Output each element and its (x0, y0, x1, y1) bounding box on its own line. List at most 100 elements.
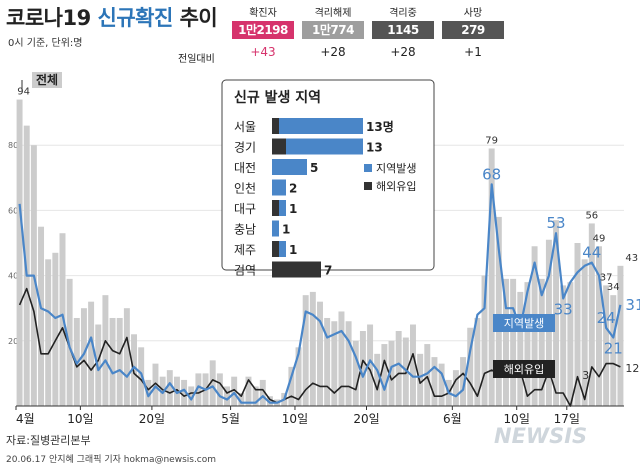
total-bar (52, 252, 59, 406)
inset-category-label: 충남 (234, 223, 256, 237)
total-series-label: 전체 (36, 72, 58, 87)
total-bar (338, 311, 345, 406)
overseas-series-label: 해외유입 (504, 362, 544, 376)
stat-0: 확진자 1만2198 +43 (232, 6, 294, 61)
stat-label: 격리해제 (314, 8, 352, 19)
inset-category-label: 경기 (234, 141, 256, 155)
inset-category-label: 서울 (234, 120, 256, 134)
total-bar (595, 246, 602, 406)
total-bar (195, 373, 202, 406)
total-bar (410, 324, 416, 406)
value-label: 3 (582, 369, 589, 382)
total-bar (224, 386, 230, 406)
total-bar (109, 317, 116, 406)
total-bar (581, 259, 588, 406)
total-bar (116, 317, 123, 406)
total-bar (38, 226, 45, 406)
value-label: 33 (554, 300, 573, 318)
total-bar (252, 386, 259, 406)
stat-label: 사망 (463, 8, 483, 19)
stat-delta: +28 (320, 45, 346, 59)
stat-3: 사망 279 +1 (442, 6, 504, 61)
total-bar (288, 366, 295, 406)
total-label-box (32, 72, 62, 88)
total-bar (309, 291, 316, 406)
inset-value-label: 1 (282, 223, 290, 237)
inset-value-label: 13 (366, 141, 383, 155)
y-tick-label: 20 (8, 337, 18, 346)
inset-local-bar (272, 179, 286, 196)
y-tick-label: 60 (8, 206, 18, 215)
total-bar (266, 396, 273, 406)
stat-value: 1만2198 (232, 21, 294, 39)
y-tick-label: 40 (8, 272, 18, 281)
total-bar (610, 295, 617, 406)
inset-category-label: 제주 (234, 243, 256, 257)
inset-value-label: 1 (289, 243, 297, 257)
stat-1: 격리해제 1만774 +28 (302, 6, 364, 61)
inset-category-label: 대전 (234, 161, 256, 175)
x-tick-label: 17일 (554, 412, 580, 426)
chart-area: 80 60 40 20 4월 10일 20일 5월 10일 20일 6월 10일 17일 94 79 56 49… (8, 72, 640, 426)
unit-note: 0시 기준, 단위:명 (8, 38, 83, 49)
inset-legend-overseas: 해외유입 (376, 179, 416, 193)
value-label: 68 (482, 165, 501, 183)
total-bar (438, 363, 445, 406)
stat-value: 279 (442, 21, 504, 39)
total-bar (324, 317, 331, 406)
chart-title: 코로나19 신규확진 추이 (6, 6, 218, 30)
inset-value-label: 5 (310, 161, 318, 175)
total-bar (417, 353, 424, 406)
total-bar (488, 148, 495, 406)
y-tick-label: 80 (8, 141, 18, 150)
value-label: 37 (600, 272, 613, 283)
total-bar (431, 357, 438, 406)
local-label-box (493, 314, 555, 332)
total-bar (524, 282, 531, 406)
inset-overseas-bar (272, 138, 286, 155)
value-label: 94 (17, 87, 30, 98)
inset-legend-local: 지역발생 (376, 162, 416, 175)
x-tick-label: 6월 (443, 412, 462, 426)
total-bar (381, 344, 388, 406)
total-bar (123, 308, 130, 406)
total-bar (166, 370, 173, 406)
inset-category-label: 대구 (234, 202, 256, 216)
inset-local-bar (272, 159, 307, 175)
total-bar (231, 376, 238, 406)
value-label: 79 (485, 135, 498, 146)
total-bar (238, 392, 245, 406)
total-bar (102, 295, 109, 406)
inset-local-bar (279, 118, 363, 134)
stat-label: 확진자 (249, 8, 277, 19)
inset-local-bar (279, 200, 286, 216)
value-label: 12 (625, 362, 639, 375)
stat-delta: +1 (464, 45, 482, 59)
total-bar (181, 379, 188, 406)
value-label: 24 (597, 309, 616, 327)
overseas-label-box (493, 360, 555, 378)
inset-value-label: 7 (324, 264, 332, 278)
value-label: 56 (585, 210, 598, 221)
total-bar (352, 340, 359, 406)
value-label: 53 (547, 214, 566, 232)
value-label: 34 (607, 282, 620, 293)
total-bar (452, 370, 459, 406)
total-bar (88, 301, 95, 406)
total-bar (481, 275, 488, 406)
source-note: 자료:질병관리본부 (6, 434, 91, 447)
total-bar (331, 321, 338, 406)
total-bar (374, 353, 381, 406)
stat-value: 1만774 (302, 21, 364, 39)
value-label: 49 (593, 233, 606, 244)
inset-legend-overseas-swatch (364, 182, 372, 190)
inset-value-label: 1 (289, 202, 297, 216)
x-tick-label: 20일 (353, 412, 379, 426)
local-series-label: 지역발생 (504, 317, 544, 330)
stat-delta: +43 (250, 45, 276, 59)
total-bar (302, 295, 309, 406)
stat-label: 격리중 (389, 8, 417, 19)
total-bar (517, 291, 524, 406)
inset-title: 신규 발생 지역 (234, 89, 321, 106)
total-bar (295, 347, 302, 406)
